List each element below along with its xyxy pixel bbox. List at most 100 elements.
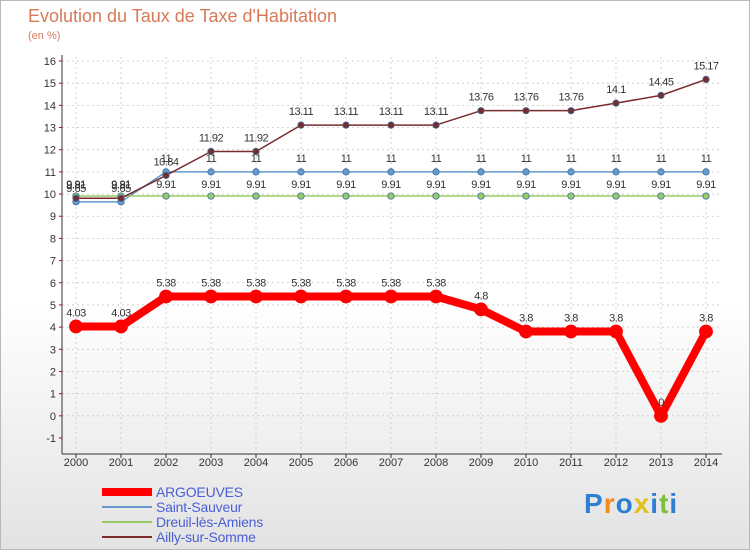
x-tick-label: 2004 bbox=[244, 457, 268, 469]
data-label-saint-sauveur: 11 bbox=[566, 153, 577, 165]
logo-letter: o bbox=[615, 488, 634, 519]
data-label-argoeuves: 5.38 bbox=[156, 278, 176, 290]
data-point-ailly bbox=[522, 107, 530, 115]
data-label-ailly: 9.81 bbox=[66, 179, 86, 191]
data-point-saint-sauveur bbox=[342, 168, 350, 176]
data-label-saint-sauveur: 11 bbox=[521, 153, 532, 165]
data-point-ailly bbox=[702, 75, 710, 84]
data-label-dreuil: 9.91 bbox=[516, 179, 536, 191]
data-point-argoeuves bbox=[429, 289, 443, 304]
y-tick-label: 4 bbox=[50, 322, 56, 334]
y-tick-label: -1 bbox=[46, 433, 56, 445]
data-label-argoeuves: 4.03 bbox=[66, 307, 86, 319]
data-label-argoeuves: 5.38 bbox=[426, 278, 446, 290]
x-tick-label: 2014 bbox=[694, 457, 718, 469]
x-tick-label: 2006 bbox=[334, 457, 358, 469]
data-point-ailly bbox=[612, 99, 620, 107]
data-label-ailly: 11.92 bbox=[199, 132, 224, 144]
data-point-argoeuves bbox=[114, 319, 128, 334]
data-point-argoeuves bbox=[159, 289, 173, 304]
logo-letter: r bbox=[603, 488, 616, 519]
y-tick-label: 12 bbox=[44, 145, 56, 157]
data-label-argoeuves: 5.38 bbox=[381, 278, 401, 290]
data-label-saint-sauveur: 11 bbox=[206, 153, 217, 165]
data-label-ailly: 13.76 bbox=[513, 92, 538, 104]
data-label-saint-sauveur: 11 bbox=[431, 153, 442, 165]
x-tick-label: 2011 bbox=[559, 457, 583, 469]
legend-label-saint-sauveur: Saint-Sauveur bbox=[156, 499, 243, 515]
data-point-saint-sauveur bbox=[567, 168, 575, 176]
data-point-saint-sauveur bbox=[612, 168, 620, 176]
y-tick-label: 10 bbox=[44, 189, 56, 201]
chart-title: Evolution du Taux de Taxe d'Habitation bbox=[28, 6, 337, 26]
data-point-ailly bbox=[567, 107, 575, 115]
x-tick-label: 2012 bbox=[604, 457, 628, 469]
data-label-ailly: 15.17 bbox=[693, 60, 718, 72]
data-label-dreuil: 9.91 bbox=[111, 179, 131, 191]
data-label-ailly: 13.11 bbox=[379, 106, 404, 118]
data-point-ailly bbox=[297, 121, 305, 129]
y-tick-label: 16 bbox=[44, 56, 56, 68]
legend-label-argoeuves: ARGOEUVES bbox=[156, 484, 243, 500]
data-point-dreuil bbox=[432, 192, 440, 200]
x-tick-label: 2005 bbox=[289, 457, 313, 469]
data-point-argoeuves bbox=[339, 289, 353, 304]
data-point-argoeuves bbox=[69, 319, 83, 334]
y-tick-label: 9 bbox=[50, 211, 56, 223]
data-label-ailly: 14.45 bbox=[648, 76, 673, 88]
data-label-argoeuves: 5.38 bbox=[201, 278, 221, 290]
data-label-argoeuves: 0 bbox=[658, 397, 664, 409]
data-label-dreuil: 9.91 bbox=[66, 179, 86, 191]
data-point-argoeuves bbox=[654, 408, 668, 423]
data-label-saint-sauveur: 9.65 bbox=[66, 183, 86, 195]
data-point-ailly bbox=[72, 194, 80, 202]
x-tick-label: 2003 bbox=[199, 457, 223, 469]
data-point-ailly bbox=[162, 171, 170, 180]
data-label-ailly: 13.76 bbox=[558, 92, 583, 104]
y-tick-label: 7 bbox=[50, 256, 56, 268]
data-point-argoeuves bbox=[384, 289, 398, 304]
logo-letter: i bbox=[650, 488, 660, 519]
y-tick-label: 6 bbox=[50, 278, 56, 290]
data-label-dreuil: 9.91 bbox=[561, 179, 581, 191]
data-point-dreuil bbox=[252, 192, 260, 200]
chart-subtitle: (en %) bbox=[28, 30, 61, 42]
x-tick-label: 2013 bbox=[649, 457, 673, 469]
data-label-saint-sauveur: 11 bbox=[701, 153, 712, 165]
data-label-saint-sauveur: 11 bbox=[476, 153, 487, 165]
data-point-dreuil bbox=[297, 192, 305, 200]
data-label-argoeuves: 5.38 bbox=[246, 278, 266, 290]
data-point-argoeuves bbox=[519, 324, 533, 339]
legend-label-dreuil: Dreuil-lès-Amiens bbox=[156, 514, 264, 530]
data-point-saint-sauveur bbox=[477, 168, 485, 176]
data-point-saint-sauveur bbox=[252, 168, 260, 176]
data-label-ailly: 13.76 bbox=[468, 92, 493, 104]
data-label-dreuil: 9.91 bbox=[426, 179, 446, 191]
data-label-argoeuves: 3.8 bbox=[519, 313, 533, 325]
data-label-ailly: 13.11 bbox=[289, 106, 314, 118]
y-tick-label: 1 bbox=[50, 389, 56, 401]
data-label-dreuil: 9.91 bbox=[336, 179, 356, 191]
data-point-argoeuves bbox=[204, 289, 218, 304]
data-label-argoeuves: 3.8 bbox=[609, 313, 623, 325]
data-point-dreuil bbox=[567, 192, 575, 200]
data-label-saint-sauveur: 11 bbox=[611, 153, 622, 165]
logo-letter: x bbox=[633, 488, 651, 519]
data-label-dreuil: 9.91 bbox=[156, 179, 176, 191]
data-point-argoeuves bbox=[699, 324, 713, 339]
data-point-argoeuves bbox=[249, 289, 263, 304]
data-point-argoeuves bbox=[294, 289, 308, 304]
x-tick-label: 2009 bbox=[469, 457, 493, 469]
x-tick-label: 2010 bbox=[514, 457, 538, 469]
data-label-ailly: 10.84 bbox=[153, 156, 178, 168]
data-point-dreuil bbox=[162, 192, 170, 200]
data-label-saint-sauveur: 9.65 bbox=[111, 183, 131, 195]
y-tick-label: 3 bbox=[50, 344, 56, 356]
data-label-argoeuves: 5.38 bbox=[291, 278, 311, 290]
data-label-saint-sauveur: 11 bbox=[341, 153, 352, 165]
data-label-dreuil: 9.91 bbox=[291, 179, 311, 191]
data-point-dreuil bbox=[657, 192, 665, 200]
data-point-ailly bbox=[432, 121, 440, 129]
data-point-saint-sauveur bbox=[207, 168, 215, 176]
data-point-ailly bbox=[252, 147, 260, 156]
